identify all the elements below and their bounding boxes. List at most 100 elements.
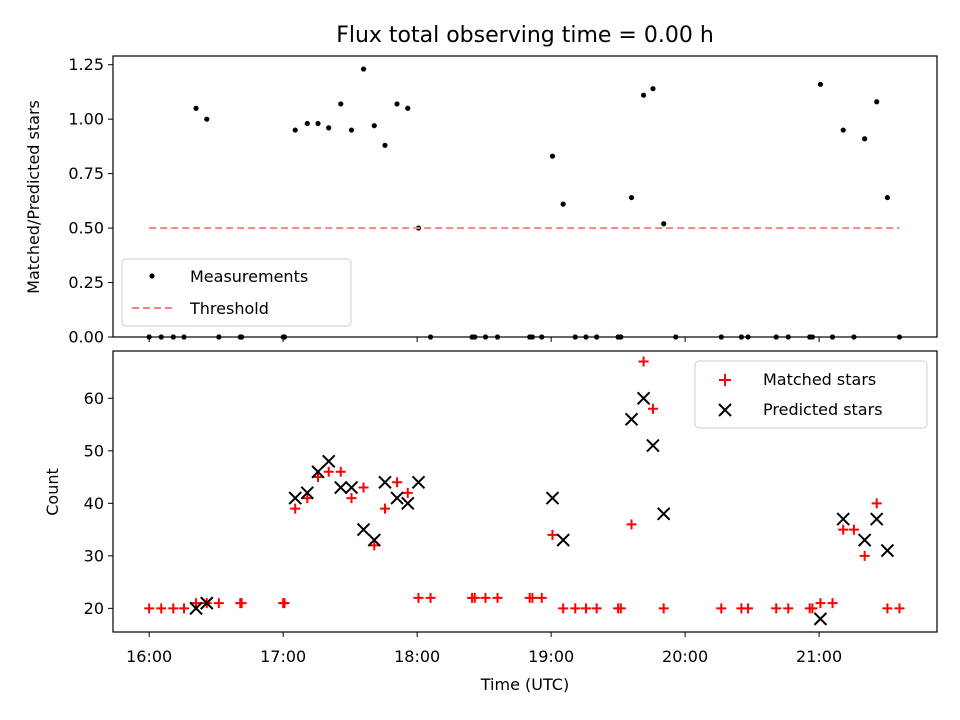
measurement-point: [382, 142, 388, 148]
measurement-point: [427, 334, 434, 340]
top-ytick-label: 1.25: [68, 55, 104, 74]
top-y-axis-label: Matched/Predicted stars: [24, 100, 43, 294]
top-plot-frame: [112, 55, 938, 338]
measurement-point: [661, 221, 667, 227]
measurement-point: [482, 334, 489, 340]
measurement-point: [371, 123, 377, 129]
predicted-star-point: [636, 391, 651, 405]
measurement-point: [862, 136, 868, 142]
bottom-ytick-label: 30: [84, 546, 104, 565]
matched-star-point: [480, 592, 491, 603]
matched-star-point: [743, 603, 754, 614]
matched-star-point: [716, 603, 727, 614]
measurement-point: [738, 334, 744, 340]
predicted-star-point: [367, 533, 381, 547]
matched-star-point: [591, 603, 602, 614]
measurement-point: [718, 334, 724, 340]
top-ytick-label: 0.50: [68, 219, 104, 238]
measurement-point: [539, 334, 545, 340]
measurement-point: [840, 127, 846, 133]
predicted-star-point: [356, 522, 371, 537]
top-chart-title: Flux total observing time = 0.00 h: [336, 23, 714, 48]
measurement-point: [745, 334, 751, 340]
x-tick-label: 19:00: [528, 647, 574, 666]
predicted-star-point: [411, 475, 426, 490]
bottom-ytick-label: 50: [84, 441, 104, 460]
measurement-point: [809, 334, 815, 340]
predicted-star-point: [288, 491, 302, 505]
measurement-point: [884, 194, 891, 201]
top-legend-box: [121, 258, 352, 327]
measurement-point: [204, 116, 210, 122]
measurement-point: [158, 334, 164, 340]
matched-star-point: [425, 592, 436, 603]
predicted-star-point: [378, 475, 392, 490]
bottom-panel: 20 30 40 50 60 16:00 17:00 18:00 19:00 20:00 21:0…: [43, 350, 938, 694]
measurement-point: [181, 334, 187, 340]
measurement-point: [216, 334, 222, 340]
legend-matched-label: Matched stars: [763, 370, 876, 389]
matched-star-point: [626, 519, 637, 530]
predicted-star-point: [390, 491, 404, 505]
matched-star-point: [346, 493, 357, 504]
matched-star-point: [658, 603, 669, 614]
predicted-star-point: [836, 512, 850, 526]
predicted-star-point: [401, 496, 415, 511]
measurement-point: [560, 201, 566, 207]
matched-star-point: [882, 603, 893, 614]
measurement-point: [529, 334, 535, 340]
measurement-point: [829, 334, 836, 340]
measurement-point: [281, 334, 288, 340]
matched-star-point: [279, 598, 290, 609]
predicted-star-point: [869, 512, 884, 526]
predicted-star-point: [656, 507, 671, 521]
matched-star-point: [213, 598, 224, 609]
matched-star-point: [312, 472, 323, 483]
x-tick-label: 16:00: [126, 647, 172, 666]
top-panel: 0.00 0.25 0.50 0.75 1.00 1.25 Matched/Predict…: [24, 55, 938, 347]
matched-star-point: [191, 598, 202, 609]
matched-star-point: [302, 493, 313, 504]
matched-star-point: [168, 603, 179, 614]
matched-star-point: [558, 603, 569, 614]
measurement-point: [583, 334, 589, 340]
measurement-point: [628, 194, 635, 201]
measurement-point: [394, 101, 400, 107]
legend-threshold-label: Threshold: [189, 299, 269, 318]
measurement-point: [304, 120, 310, 127]
legend-predicted-marker: [718, 403, 732, 417]
matched-star-point: [236, 598, 247, 609]
matched-star-point: [827, 598, 838, 609]
top-legend: Measurements Threshold: [121, 258, 352, 327]
matched-star-point: [179, 603, 190, 614]
measurement-point: [315, 120, 321, 127]
matched-star-point: [570, 603, 581, 614]
matched-star-point: [379, 503, 390, 514]
matched-star-point: [369, 540, 380, 551]
matched-star-point: [771, 603, 782, 614]
top-ytick-label: 0.75: [68, 164, 104, 183]
measurement-point: [817, 81, 824, 87]
predicted-star-point: [322, 454, 336, 469]
matched-star-point: [838, 524, 849, 535]
measurement-point: [549, 153, 556, 159]
x-tick-label: 20:00: [662, 647, 708, 666]
measurement-point: [239, 334, 245, 340]
measurement-point: [594, 334, 600, 340]
matched-star-point: [807, 603, 818, 614]
predicted-star-point: [200, 596, 214, 610]
top-ytick-label: 1.00: [68, 110, 104, 129]
measurement-point: [326, 125, 332, 131]
bottom-ytick-label: 20: [84, 599, 104, 618]
matched-star-point: [469, 592, 480, 603]
matched-star-point: [848, 524, 859, 535]
measurement-point: [360, 66, 367, 72]
matched-star-point: [413, 592, 424, 603]
legend-measurements-marker: [149, 273, 155, 279]
matched-star-point: [638, 356, 649, 367]
x-axis-label: Time (UTC): [480, 675, 569, 694]
legend-measurements-label: Measurements: [190, 267, 308, 286]
predicted-star-point: [857, 533, 872, 547]
predicted-star-point: [545, 491, 560, 505]
